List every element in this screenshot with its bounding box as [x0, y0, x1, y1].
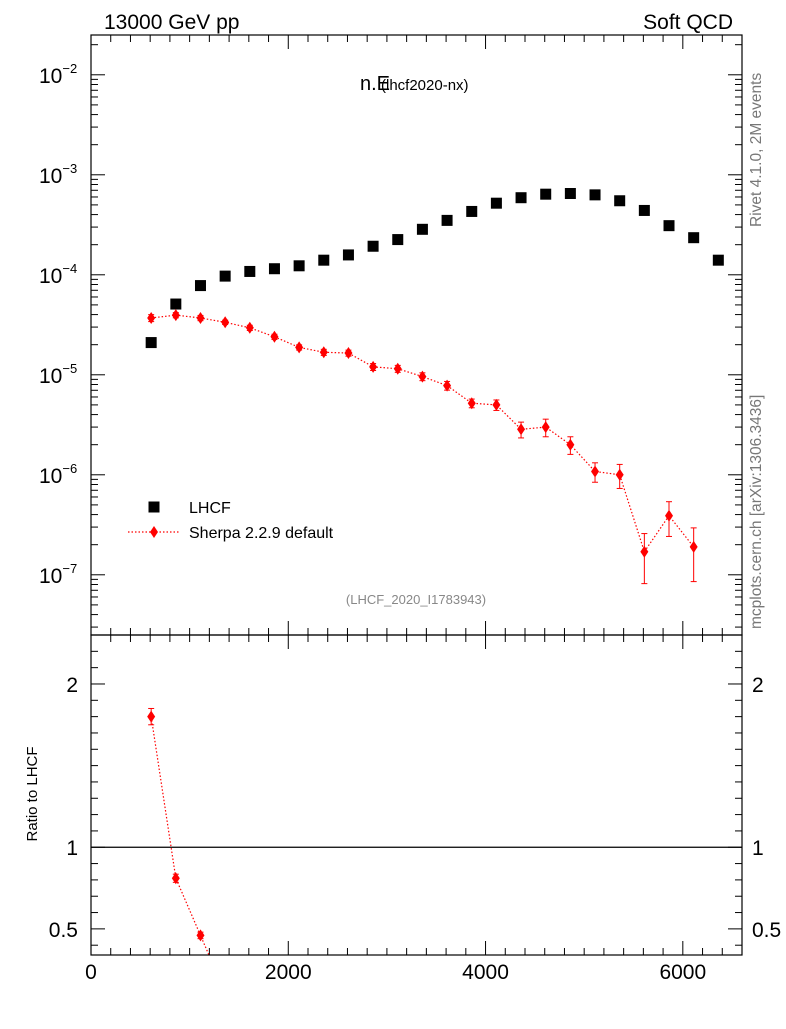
data-point — [369, 360, 378, 373]
data-point — [342, 249, 354, 261]
x-tick-label: 6000 — [659, 961, 706, 984]
series-line — [150, 716, 210, 955]
data-point — [614, 195, 626, 207]
series-ratio-sherpa — [147, 707, 210, 955]
data-point — [615, 468, 624, 481]
data-point — [443, 379, 452, 392]
ratio-plot-panel: 0 2000 4000 6000 0.5 0.5 1 1 2 2 Ratio to LHCF — [24, 634, 781, 984]
data-point — [171, 309, 180, 322]
data-point — [663, 220, 675, 232]
header-left-title: 13000 GeV pp — [104, 11, 239, 34]
data-point — [441, 214, 453, 226]
data-point — [145, 337, 157, 349]
data-point — [344, 347, 353, 360]
data-point — [564, 188, 576, 200]
y-tick-label: 10−6 — [39, 461, 77, 488]
data-point — [467, 397, 476, 410]
series-lhcf — [145, 188, 724, 349]
data-point — [392, 234, 404, 246]
y-tick-label: 10−3 — [39, 161, 77, 188]
y-tick-label-right: 1 — [752, 837, 764, 860]
data-point — [318, 254, 330, 266]
data-point — [416, 223, 428, 235]
legend-marker-sherpa — [150, 526, 158, 538]
legend-label: Sherpa 2.2.9 default — [189, 525, 334, 542]
data-point — [515, 192, 527, 204]
data-point — [393, 362, 402, 375]
data-point — [319, 346, 328, 359]
data-point — [589, 189, 601, 201]
ratio-plot-frame — [90, 634, 743, 956]
data-point — [170, 298, 182, 310]
data-point — [688, 232, 700, 244]
data-point — [540, 188, 552, 200]
y-tick-label: 2 — [66, 674, 78, 697]
legend: LHCF Sherpa 2.2.9 default — [128, 500, 334, 542]
data-point — [268, 263, 280, 275]
y-tick-label: 0.5 — [49, 919, 78, 942]
y-tick-label: 10−4 — [39, 261, 77, 288]
series-line — [151, 314, 695, 554]
data-point — [418, 370, 427, 383]
data-point — [490, 197, 502, 209]
side-label-rivet: Rivet 4.1.0, 2M events — [748, 73, 765, 227]
data-point — [591, 465, 600, 478]
data-point — [171, 872, 180, 885]
ratio-y-axis-label: Ratio to LHCF — [24, 746, 41, 841]
analysis-watermark: (LHCF_2020_I1783943) — [346, 592, 486, 607]
data-point — [245, 321, 254, 334]
y-tick-label-right: 0.5 — [752, 919, 781, 942]
side-label-mcplots: mcplots.cern.ch [arXiv:1306.3436] — [748, 395, 765, 629]
data-point — [147, 710, 156, 723]
data-point — [541, 421, 550, 434]
data-point — [221, 316, 230, 329]
y-tick-label: 10−5 — [39, 361, 77, 388]
plot-title-tag: (lhcf2020-nx) — [381, 77, 469, 94]
header-right-title: Soft QCD — [643, 11, 733, 34]
data-point — [640, 545, 649, 558]
data-point — [492, 398, 501, 411]
legend-label: LHCF — [189, 500, 231, 517]
data-point — [367, 240, 379, 252]
data-point — [712, 254, 724, 266]
data-point — [147, 311, 156, 324]
y-tick-label: 10−2 — [39, 61, 77, 88]
plot-title: n.E — [360, 73, 390, 95]
data-point — [194, 280, 206, 292]
x-tick-label: 0 — [85, 961, 97, 984]
data-point — [196, 311, 205, 324]
x-tick-label: 4000 — [462, 961, 509, 984]
data-point — [219, 270, 231, 282]
data-point — [566, 438, 575, 451]
data-point — [295, 341, 304, 354]
legend-marker-lhcf — [148, 501, 160, 513]
y-tick-label-right: 2 — [752, 674, 764, 697]
data-point — [689, 540, 698, 553]
data-point — [638, 204, 650, 216]
y-tick-label: 1 — [66, 837, 78, 860]
data-point — [517, 423, 526, 436]
data-point — [293, 260, 305, 272]
data-point — [665, 509, 674, 522]
data-point — [270, 330, 279, 343]
data-point — [466, 205, 478, 217]
main-plot-panel: n.E (lhcf2020-nx) (LHCF_2020_I1783943) 1… — [39, 34, 743, 636]
data-point — [244, 265, 256, 277]
y-tick-label: 10−7 — [39, 561, 77, 588]
series-sherpa — [147, 309, 698, 585]
data-point — [196, 929, 205, 942]
x-tick-label: 2000 — [265, 961, 312, 984]
